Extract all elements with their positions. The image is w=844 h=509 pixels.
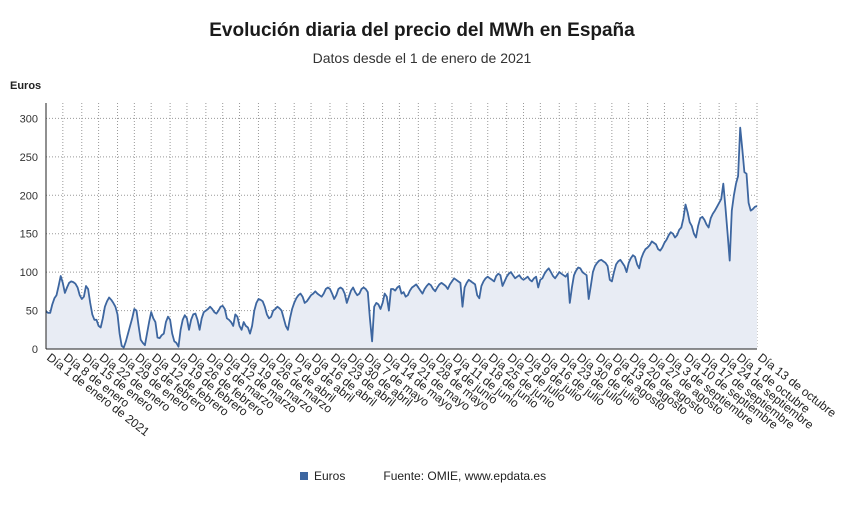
legend-swatch: [300, 472, 308, 480]
y-tick-label: 100: [20, 267, 38, 279]
source-note: Fuente: OMIE, www.epdata.es: [383, 469, 547, 483]
y-axis-label: Euros: [10, 80, 42, 92]
y-tick-label: 50: [26, 306, 38, 318]
chart-subtitle: Datos desde el 1 de enero de 2021: [312, 50, 532, 66]
y-tick-label: 0: [32, 344, 38, 356]
legend: Euros Fuente: OMIE, www.epdata.es: [300, 469, 546, 483]
series-line: [45, 126, 758, 349]
legend-label: Euros: [314, 469, 346, 483]
y-tick-label: 250: [20, 152, 38, 164]
series-area: [46, 127, 757, 349]
y-tick-label: 200: [20, 190, 38, 202]
y-tick-label: 300: [20, 113, 38, 125]
y-tick-label: 150: [20, 229, 38, 241]
chart-title: Evolución diaria del precio del MWh en E…: [209, 20, 635, 41]
